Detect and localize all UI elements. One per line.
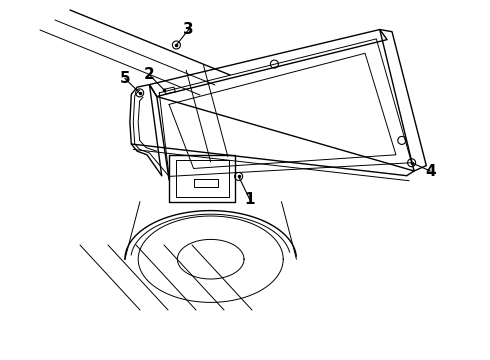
Circle shape	[136, 89, 144, 97]
Text: 2: 2	[144, 67, 155, 82]
Circle shape	[398, 136, 406, 144]
Text: 1: 1	[245, 192, 255, 207]
Text: 5: 5	[120, 71, 130, 86]
Text: 4: 4	[425, 163, 436, 179]
Circle shape	[172, 41, 180, 49]
Circle shape	[408, 159, 416, 167]
Circle shape	[235, 172, 243, 180]
Circle shape	[270, 60, 278, 68]
Text: 3: 3	[183, 22, 194, 37]
